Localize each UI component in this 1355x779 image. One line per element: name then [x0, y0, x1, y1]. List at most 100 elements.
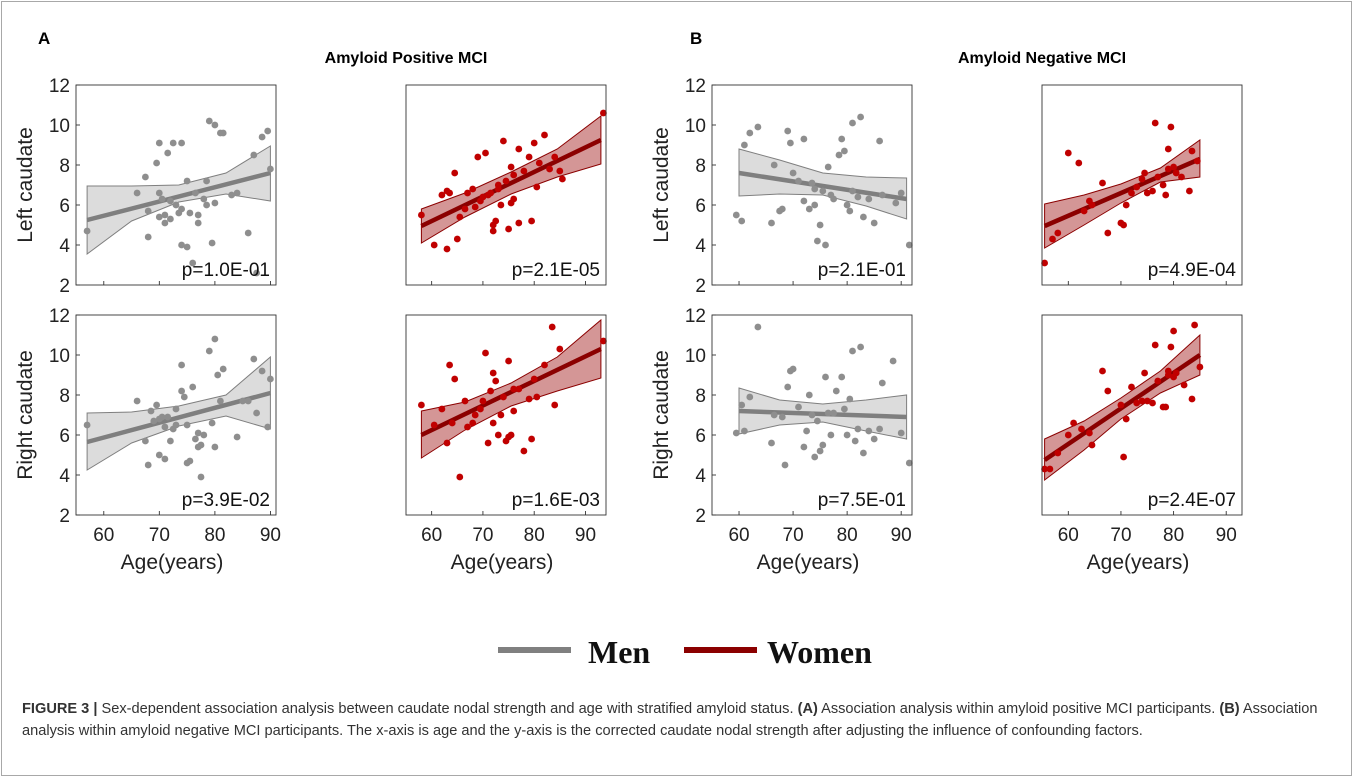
panel-b-r1-c1-point	[1196, 363, 1204, 371]
panel-b-r0-c1-point	[1193, 157, 1201, 165]
panel-b-r0-c0-point	[732, 211, 740, 219]
panel-a-r0-c0-point	[264, 127, 272, 135]
panel-b-r0-c0-point	[905, 241, 913, 249]
panel-b-r1-c0-point	[822, 373, 829, 381]
panel-b-r0-c0-point	[800, 135, 808, 143]
panel-a-r0-c0-point	[186, 209, 194, 217]
panel-a-r1-c0-xtick-label: 80	[204, 525, 225, 546]
panel-a-r0-c1-point	[546, 165, 553, 173]
panel-a-r0-c1-point	[515, 219, 523, 227]
row-label-a-1: Right caudate	[14, 350, 37, 480]
panel-a-r1-c0-point	[147, 407, 155, 415]
panel-a-r1-c1-point	[456, 473, 464, 481]
panel-b-r1-c0-point	[832, 387, 840, 395]
panel-b-r0-c1-point	[1104, 229, 1112, 237]
panel-b-r0-c1-point	[1099, 179, 1106, 187]
panel-b-r1-c1-point	[1172, 369, 1180, 377]
panel-a-r0-c1-point	[551, 153, 559, 161]
panel-a-r0-c0-point	[83, 227, 91, 235]
panel-b-r1-c1-point	[1078, 425, 1085, 433]
panel-b-r1-c0-point	[816, 447, 824, 455]
panel-b-r1-c0-point	[741, 427, 748, 435]
caption-tag-b: (B)	[1219, 701, 1240, 717]
panel-a-r1-c1-point	[507, 431, 515, 439]
panel-a-r1-c0-point	[158, 413, 166, 421]
panel-a-r0-c1-point	[600, 109, 607, 117]
panel-a-r0-c0-point	[144, 233, 152, 241]
panel-b-r1-c0-point	[770, 411, 778, 419]
panel-b-r1-c0-ytick-label: 12	[685, 306, 706, 327]
panel-a-r0-c1-point	[461, 205, 469, 213]
panel-a-r1-c1-point	[464, 423, 471, 431]
panel-a-r1-c0-point	[197, 441, 205, 449]
caption-text-2: Association analysis within amyloid posi…	[817, 701, 1220, 717]
panel-a-r1-c0-point	[250, 355, 258, 363]
panel-b-r1-c0-xtick-label: 70	[783, 525, 804, 546]
panel-b-r1-c1-point	[1041, 465, 1048, 473]
panel-a-r0-c1-point	[430, 241, 438, 249]
legend-label-women: Women	[767, 634, 872, 670]
panel-b-r1-c1-xtick-label: 80	[1163, 525, 1184, 546]
panel-b-r0-c0-point	[784, 127, 792, 135]
panel-b-r1-c0-point	[857, 343, 864, 351]
panel-a-r1-c1-point	[528, 435, 535, 443]
panel-a-r1-c1-point	[520, 447, 528, 455]
panel-a-r0-c0-point	[194, 219, 202, 227]
panel-a-r0-c0-point	[183, 243, 191, 251]
panel-b-r0-c1-p-value: p=4.9E-04	[1148, 260, 1237, 281]
panel-b-r0-c1-point	[1122, 201, 1130, 209]
panel-b-r1-c0-point	[819, 441, 827, 449]
panel-b-r1-c1-point	[1104, 387, 1112, 395]
panel-b-r0-c1-point	[1141, 169, 1148, 177]
panel-b-r1-c0-point	[814, 417, 821, 425]
panel-b-r1-c1-xtick-label: 70	[1110, 525, 1131, 546]
panel-a-r0-c1-point	[474, 153, 482, 161]
figure-caption: FIGURE 3 | Sex-dependent association ana…	[22, 698, 1332, 742]
panel-b-r1-c1-point	[1054, 449, 1062, 457]
panel-b-r0-c0-point	[876, 137, 883, 145]
panel-b-r0-c0-point	[787, 139, 794, 147]
panel-a-r1-c1-point	[448, 419, 456, 427]
panel-a-r0-c1-point	[556, 167, 564, 175]
panel-a-r1-c1-xtick-label: 60	[421, 525, 442, 546]
panel-b-r1-c1-point	[1151, 341, 1159, 349]
panel-a-r0-c0-point	[164, 149, 172, 157]
panel-b-r1-c1-point	[1046, 465, 1054, 473]
panel-b-r1-c1-xtick-label: 90	[1216, 525, 1237, 546]
plot-canvas: A Amyloid Positive MCI B Amyloid Negative M…	[14, 29, 1243, 670]
panel-b-r1-c0-point	[808, 411, 816, 419]
panel-a-r0-c0-point	[155, 189, 163, 197]
panel-b-r1-c0-xtick-label: 90	[891, 525, 912, 546]
panel-b-r0-c0-point	[805, 205, 813, 213]
panel-b-r1-c0-point	[889, 357, 897, 365]
panel-b-r1-c1-point	[1086, 429, 1093, 437]
panel-b-r1-c1-point	[1143, 397, 1151, 405]
panel-b-r1-c0-point	[878, 379, 886, 387]
panel-a-r1-c1-point	[443, 439, 451, 447]
panel-b-r1-c0-point	[768, 439, 775, 447]
panel-b-r0-c0-point	[811, 201, 819, 209]
panel-b-r1-c0-point	[854, 425, 862, 433]
panel-b-r0-c0-point	[838, 135, 846, 143]
panel-b-r0-c0-fit-line	[738, 170, 907, 202]
panel-a-r1-c0-ytick-label: 6	[59, 426, 70, 447]
panel-b-r0-c0-point	[808, 179, 816, 187]
panel-b-r1-c0-point	[800, 443, 808, 451]
panel-b-r0-c1-frame	[1041, 84, 1243, 286]
caption-text-3: Association analysis within amyloid nega…	[22, 701, 1318, 739]
panel-b-r1-c1-point	[1191, 321, 1198, 329]
panel-b-r1-c1-point	[1099, 367, 1106, 375]
panel-a-r1-c0-point	[133, 397, 141, 405]
row-label-a-0: Left caudate	[14, 127, 37, 243]
panel-a-r0-c1-point	[497, 201, 505, 209]
panel-a-r0-c0-point	[142, 173, 149, 181]
panel-a-r1-c1-xtick-label: 80	[524, 525, 545, 546]
panel-a-r1-c0-point	[178, 387, 186, 395]
panel-a-r0-c1-point	[418, 211, 425, 219]
panel-a-r1-c1-point	[510, 385, 518, 393]
panel-a-r0-c1-point	[446, 189, 453, 197]
panel-b-r0-c0-point	[770, 161, 778, 169]
group-title-a: Amyloid Positive MCI	[325, 50, 488, 67]
panel-b-r1-c1-point	[1154, 377, 1162, 385]
